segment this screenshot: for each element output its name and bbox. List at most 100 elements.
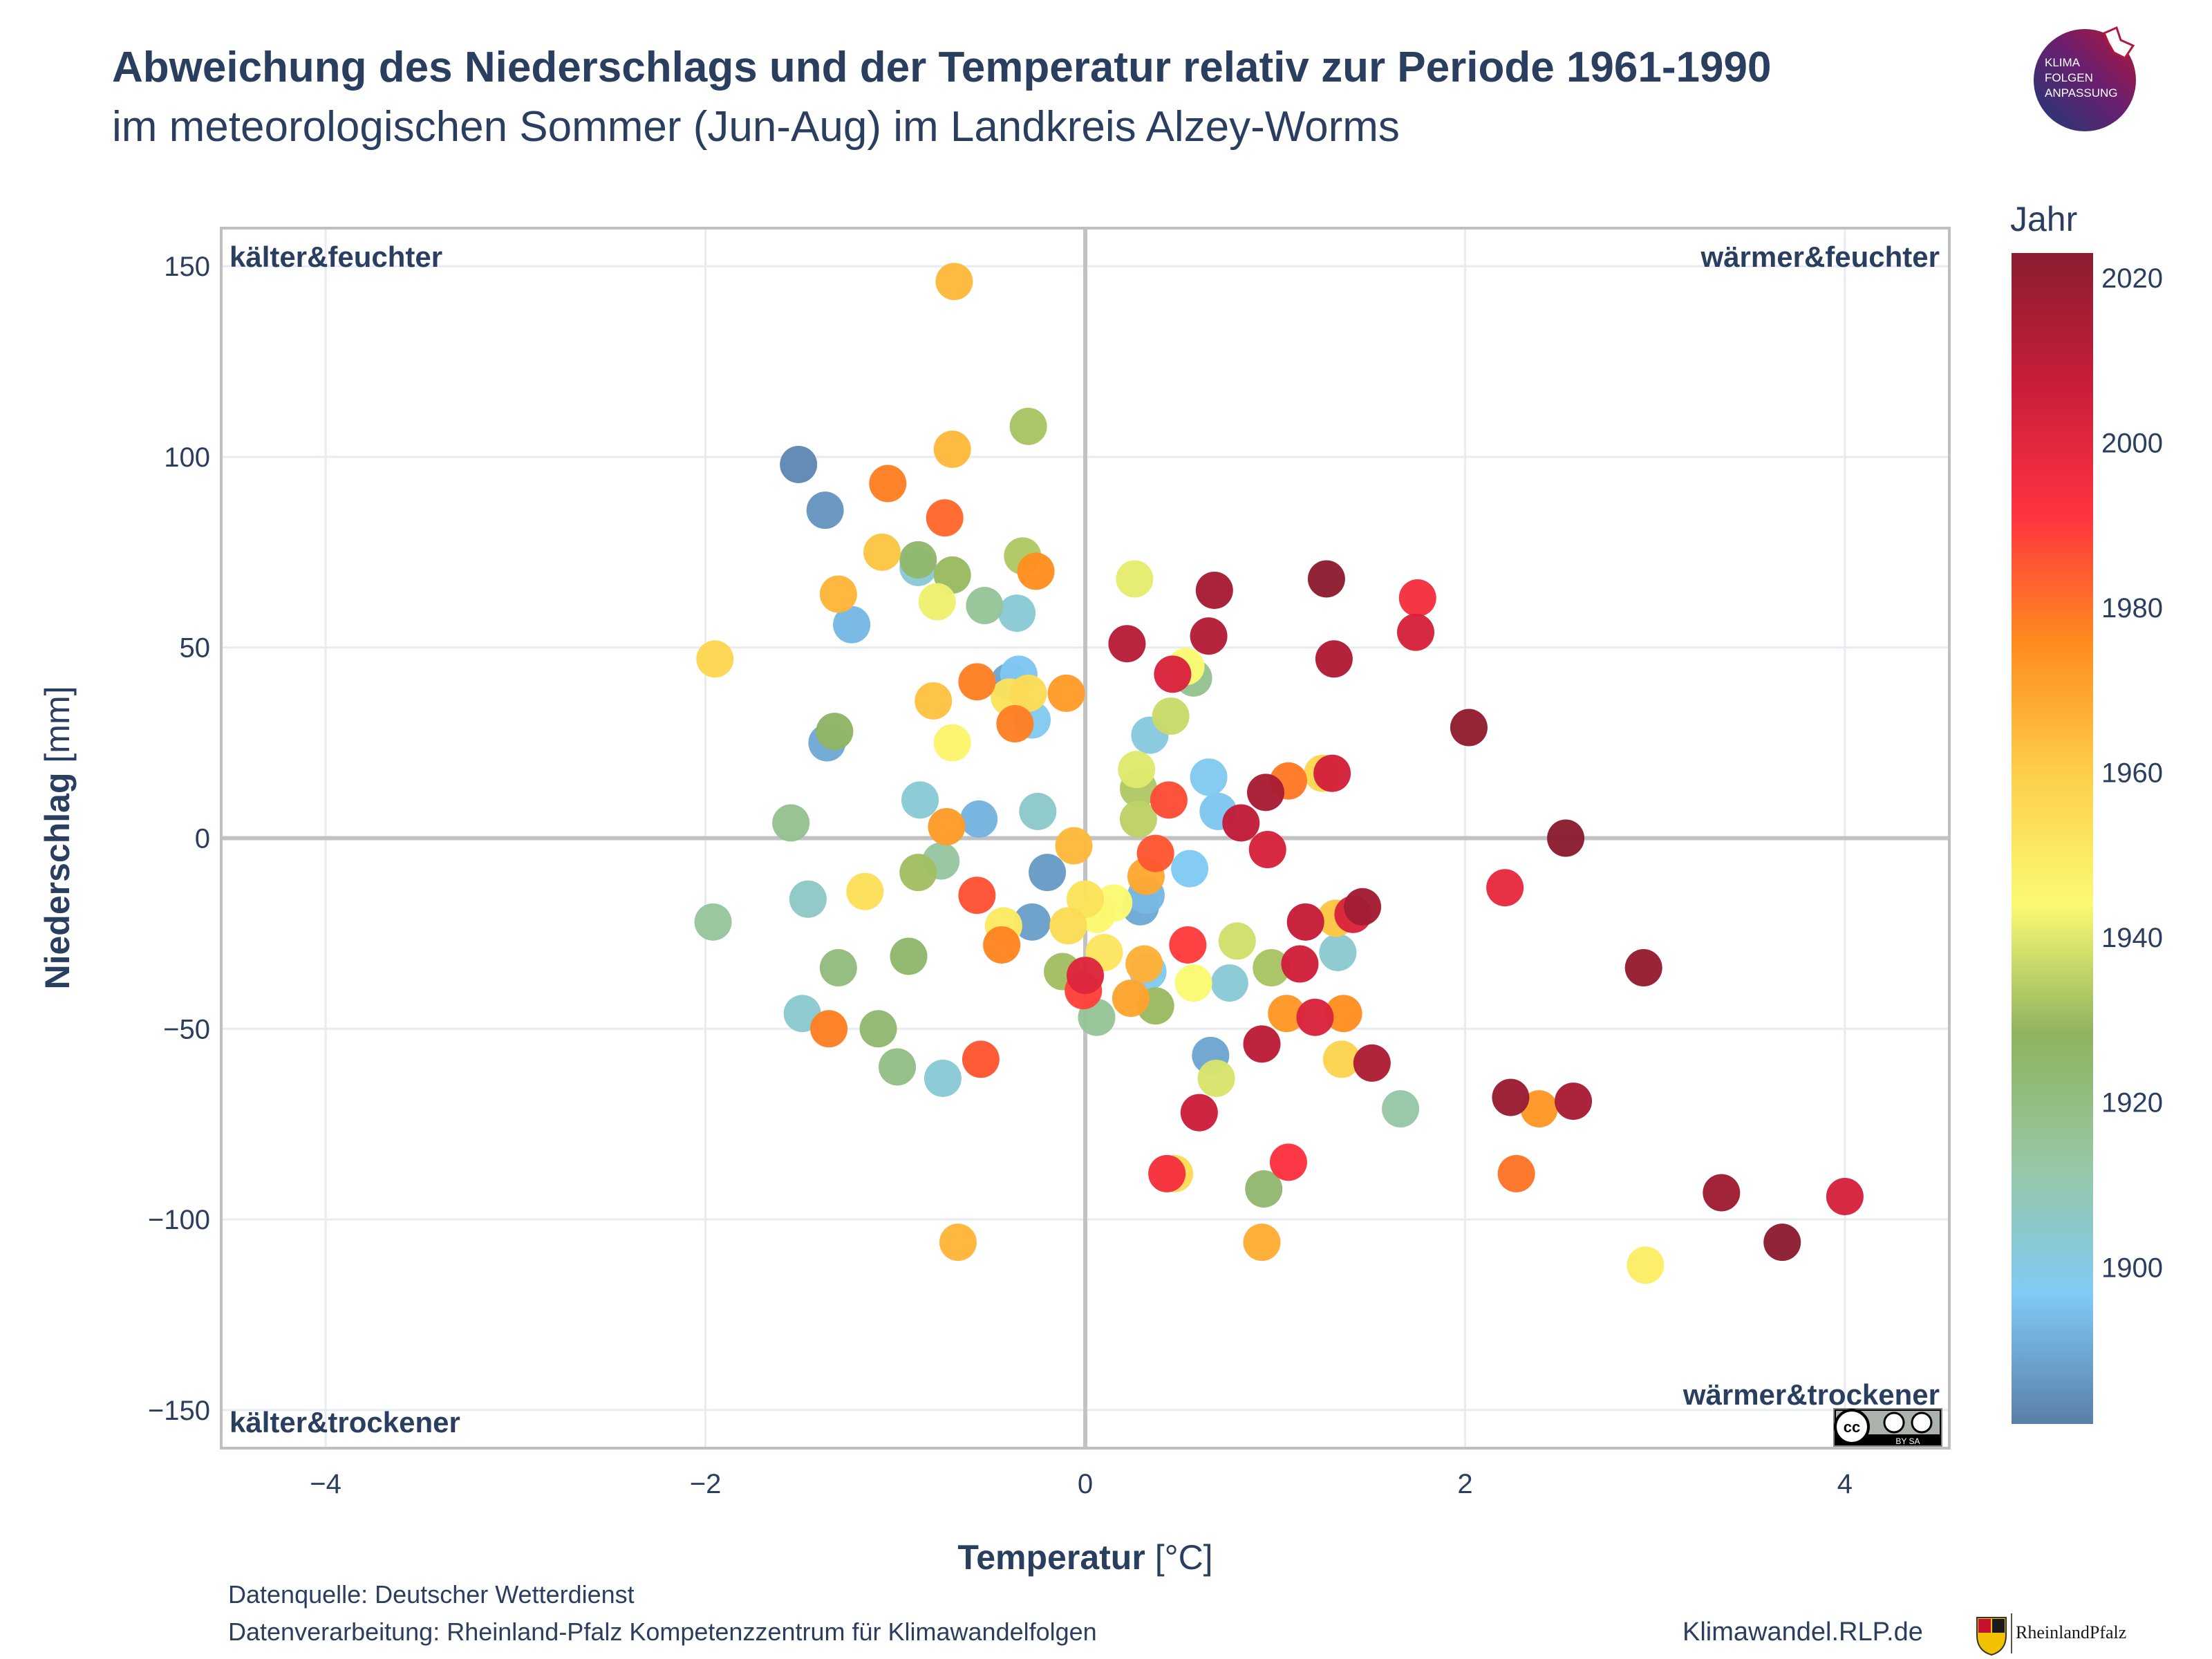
scatter-point [983, 926, 1021, 964]
scatter-point [1382, 1090, 1420, 1128]
y-tick-label: 150 [164, 252, 210, 282]
scatter-point [1547, 819, 1585, 857]
scatter-point [1218, 922, 1256, 960]
scatter-point [958, 877, 996, 915]
x-tick-label: −4 [310, 1469, 341, 1499]
scatter-point [1009, 674, 1047, 712]
scatter-point [1624, 949, 1662, 987]
scatter-point [1245, 1170, 1283, 1208]
scatter-point [1826, 1177, 1864, 1215]
scatter-point [1269, 1143, 1307, 1181]
scatter-point [918, 583, 956, 621]
y-tick-label: 0 [195, 824, 210, 854]
scatter-point [1125, 945, 1163, 983]
scatter-point [1268, 995, 1306, 1033]
scatter-point [696, 640, 734, 678]
scatter-point [1118, 751, 1156, 789]
scatter-point [928, 807, 966, 845]
scatter-point [890, 937, 928, 975]
tick-labels: −4 −2 0 2 4 −150 −100 −50 0 50 100 150 [148, 252, 1853, 1499]
quadrant-label-bottom-left: kälter&trockener [229, 1406, 460, 1438]
scatter-point [1180, 1094, 1218, 1132]
y-tick-label: −50 [163, 1014, 210, 1044]
cc-by-sa-badge: cc BY SA [1833, 1408, 1942, 1447]
scatter-point [816, 713, 854, 751]
scatter-point [1119, 800, 1157, 838]
scatter-point [1049, 907, 1087, 945]
scatter-point [1627, 1246, 1665, 1284]
scatter-point [1047, 674, 1085, 712]
colorbar-tick-label: 1960 [2101, 758, 2163, 789]
scatter-point [966, 587, 1004, 625]
x-axis-label: Temperatur [°C] [957, 1538, 1212, 1577]
chart-subtitle: im meteorologischen Sommer (Jun-Aug) im … [112, 103, 1400, 151]
scatter-point [1067, 880, 1104, 918]
x-tick-label: 2 [1457, 1469, 1472, 1499]
colorbar [2012, 253, 2093, 1424]
klimafolgen-logo: KLIMA FOLGEN ANPASSUNG [2034, 26, 2136, 131]
scatter-point [819, 575, 857, 613]
colorbar-tick-label: 2000 [2101, 428, 2163, 458]
scatter-point [1324, 995, 1362, 1033]
scatter-point [810, 1010, 848, 1048]
x-axis-label-name: Temperatur [957, 1538, 1145, 1577]
scatter-point [1703, 1174, 1741, 1212]
scatter-point [1154, 655, 1192, 693]
scatter-point [899, 541, 937, 579]
scatter-point [960, 800, 998, 838]
scatter-point [1253, 949, 1291, 987]
scatter-point [1019, 792, 1057, 830]
scatter-point [1353, 1044, 1391, 1082]
footer-website-link[interactable]: Klimawandel.RLP.de [1683, 1618, 1923, 1647]
y-axis-label-name: Niederschlag [38, 772, 77, 989]
scatter-point [1108, 625, 1146, 663]
quadrant-label-bottom-right: wärmer&trockener [1683, 1378, 1940, 1411]
scatter-point [1497, 1154, 1535, 1192]
scatter-point [846, 872, 884, 910]
scatter-point [926, 499, 964, 537]
scatter-point [1197, 1059, 1235, 1097]
scatter-point [1195, 571, 1233, 609]
scatter-point [1520, 1090, 1558, 1128]
x-tick-label: 4 [1837, 1469, 1853, 1499]
scatter-point [859, 1010, 897, 1048]
scatter-point [933, 724, 971, 762]
colorbar-tick-label: 2020 [2101, 263, 2163, 294]
scatter-point [962, 1040, 1000, 1078]
svg-text:cc: cc [1844, 1418, 1860, 1436]
scatter-point [1222, 804, 1260, 842]
scatter-point [1136, 834, 1174, 872]
y-axis-label-unit: [mm] [38, 686, 77, 773]
scatter-point [1171, 850, 1209, 888]
scatter-point [1398, 579, 1436, 617]
scatter-point [1017, 552, 1055, 590]
scatter-point [1243, 1025, 1281, 1063]
scatter-point [819, 949, 857, 987]
scatter-point [694, 903, 732, 941]
scatter-point [863, 533, 901, 571]
scatter-point [1397, 613, 1435, 651]
scatter-point [1013, 903, 1051, 941]
scatter-point [1319, 933, 1357, 971]
scatter-point [1286, 903, 1324, 941]
logo-line-1: KLIMA [2045, 56, 2081, 69]
scatter-point [1148, 1154, 1186, 1192]
scatter-point [1344, 888, 1382, 926]
scatter-point [1174, 964, 1212, 1002]
quadrant-label-top-left: kälter&feuchter [229, 241, 442, 273]
scatter-point [1067, 957, 1104, 995]
y-tick-label: −150 [148, 1396, 210, 1426]
scatter-point [1281, 945, 1319, 983]
colorbar-ticks: 1900 1920 1940 1960 1980 2000 2020 [2101, 263, 2163, 1284]
scatter-point [958, 663, 996, 701]
scatter-point [869, 465, 907, 503]
logo-line-3: ANPASSUNG [2045, 86, 2118, 100]
scatter-point [1307, 560, 1345, 598]
y-tick-label: 100 [164, 442, 210, 473]
scatter-point [1169, 926, 1207, 964]
scatter-point [772, 804, 810, 842]
scatter-point [1055, 827, 1093, 865]
scatter-point [806, 491, 844, 529]
license-text: BY SA [1895, 1436, 1920, 1446]
